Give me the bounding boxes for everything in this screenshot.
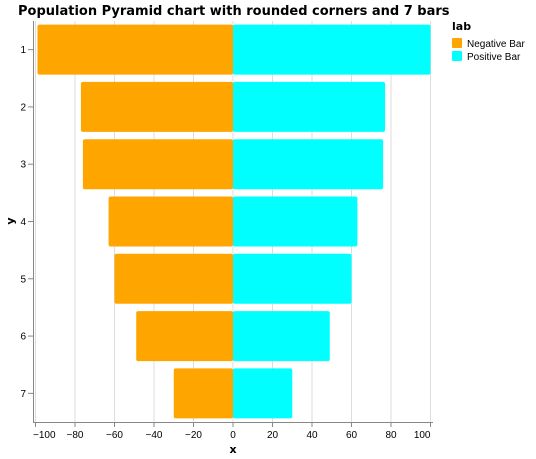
x-tick-label: 20	[267, 430, 279, 441]
x-tick-label: 80	[385, 430, 397, 441]
negative-bar	[114, 253, 233, 304]
negative-bar	[108, 196, 233, 247]
negative-bar	[173, 368, 233, 419]
x-tick-label: 60	[346, 430, 358, 441]
y-axis-title: y	[4, 217, 17, 224]
chart-title: Population Pyramid chart with rounded co…	[18, 4, 450, 19]
x-tick-label: 0	[230, 430, 236, 441]
y-tick-label: 5	[20, 274, 26, 285]
x-tick-label: 100	[414, 430, 431, 441]
legend-label: Negative Bar	[467, 39, 525, 50]
y-tick-label: 3	[20, 160, 26, 171]
x-tick-label: −40	[146, 430, 163, 441]
positive-bar	[233, 24, 431, 75]
bars	[37, 24, 431, 419]
negative-bar	[80, 81, 233, 132]
y-tick-label: 7	[20, 389, 26, 400]
positive-bar	[233, 196, 358, 247]
y-tick-label: 6	[20, 332, 26, 343]
axes: −100 −80 −60 −40 −20 0 20 40 60 80 100 1 2 3 4 5 6 7	[20, 21, 433, 441]
legend: lab Negative Bar Positive Bar	[452, 20, 525, 63]
y-tick-label: 1	[20, 45, 26, 56]
positive-bar	[233, 311, 330, 362]
x-tick-label: −80	[67, 430, 84, 441]
y-tick-label: 2	[20, 102, 26, 113]
legend-label: Positive Bar	[467, 52, 521, 63]
positive-bar	[233, 139, 384, 190]
negative-bar	[136, 311, 233, 362]
negative-bar	[82, 139, 234, 190]
x-tick-label: 40	[306, 430, 318, 441]
positive-bar	[233, 81, 386, 132]
x-tick-label: −60	[106, 430, 123, 441]
x-tick-label: −100	[33, 430, 56, 441]
positive-bar	[233, 253, 352, 304]
legend-swatch	[452, 51, 462, 61]
legend-title: lab	[452, 20, 471, 33]
x-tick-label: −20	[185, 430, 202, 441]
x-axis-title: x	[229, 443, 236, 456]
legend-swatch	[452, 38, 462, 48]
negative-bar	[37, 24, 233, 75]
y-tick-label: 4	[20, 217, 26, 228]
positive-bar	[233, 368, 293, 419]
